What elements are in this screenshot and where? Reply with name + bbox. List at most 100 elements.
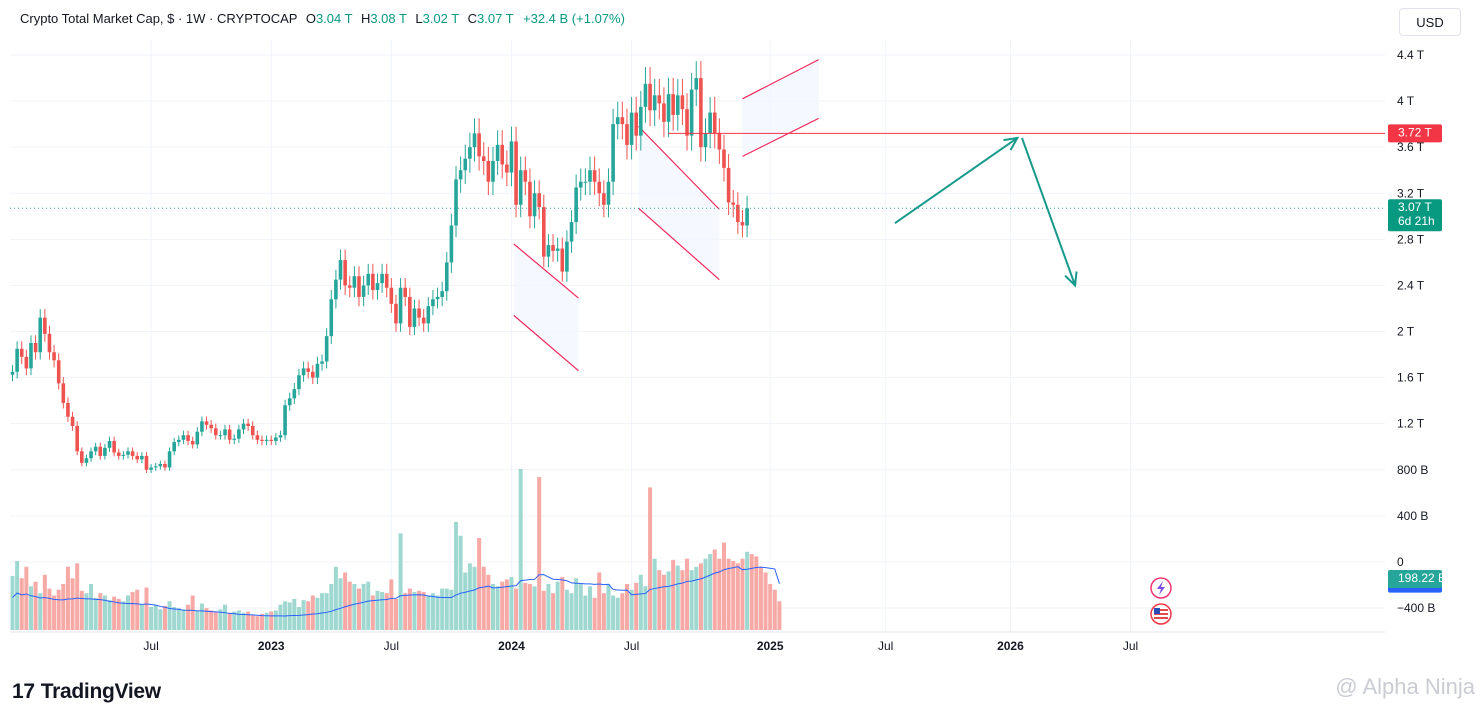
candle-body [264,439,269,441]
candle-body [153,466,158,468]
open-label: O [305,11,316,26]
candle-body [181,435,186,440]
price-tick-label: 1.6 T [1397,371,1425,385]
price-axis[interactable]: 4.4 T 4 T 3.6 T 3.2 T 2.8 T 2.4 T 2 T 1.6 T 1.2 … [1397,48,1435,615]
volume-bar [671,559,676,630]
volume-bar [620,593,625,630]
candle-body [481,156,486,161]
candle-body [334,279,338,300]
candle-body [680,95,685,110]
volume-bar [98,593,103,630]
time-tick-label: Jul [878,639,893,653]
volume-bar [560,577,565,630]
candle-body [195,431,200,445]
symbol-title[interactable]: Crypto Total Market Cap, $ · 1W · CRYPTO… [20,11,298,26]
candle-body [209,424,213,429]
time-axis[interactable]: Jul 2023 Jul 2024 Jul 2025 Jul 2026 Jul [143,639,1138,653]
volume-bar [241,612,246,630]
resistance-badge: 3.72 T [1388,124,1442,143]
open-value: 3.04 T [315,11,353,26]
projection-arrow-line [1021,137,1077,286]
volume-bar [537,477,542,630]
volume-bar [634,582,639,630]
candle-body [505,164,509,173]
candle-body [246,423,250,426]
volume-bar [126,595,130,630]
candle-body [565,241,569,272]
volume-bar [278,604,283,630]
volume-bar [176,608,181,630]
candle-body [685,109,689,136]
candle-body [232,438,237,440]
volume-bar [333,566,338,630]
currency-button[interactable]: USD [1399,8,1461,36]
candle-body [431,299,435,307]
volume-bar [264,612,269,630]
lightning-icon[interactable] [1150,577,1172,599]
candle-body [200,421,204,432]
tradingview-logo[interactable]: 17 TradingView [12,680,161,704]
candle-body [675,95,680,115]
volume-bar [772,589,777,630]
candle-body [639,106,643,136]
volume-bar [223,604,228,630]
volume-bar [708,554,713,630]
candle-body [384,273,389,288]
volume-bar [726,558,731,630]
candle-body [551,245,555,251]
volume-bar [93,597,98,630]
volume-bar [606,584,611,630]
candle-body [320,361,324,364]
volume-bar [227,612,232,630]
candle-body [546,245,551,257]
volume-bar [412,592,417,630]
last-price-badge-bg [1388,199,1442,232]
volume-bar [338,578,343,630]
volume-bar [384,593,389,630]
us-flag-icon[interactable] [1150,603,1172,625]
volume-bar [569,593,574,630]
candle-body [158,463,163,467]
volume-bar [158,609,163,630]
chart-event-icons[interactable] [1150,577,1172,625]
volume-bar [47,588,52,630]
volume-bar [181,609,186,630]
candle-body [237,429,241,439]
candle-body [662,103,666,122]
candle-body [477,133,481,157]
tradingview-logo-text: TradingView [40,680,161,703]
chart-legend: Crypto Total Market Cap, $ · 1W · CRYPTO… [20,11,625,26]
volume-bar [504,579,509,630]
candle-body [398,287,403,324]
candle-body [93,446,98,452]
candle-body [366,273,371,286]
candle-body [75,425,79,452]
volume-bar [611,595,616,630]
volume-bar [167,601,172,630]
candle-body [703,133,708,148]
price-tick-label: −400 B [1397,601,1435,615]
candle-body [347,285,352,288]
volume-bars [10,469,782,630]
volume-bar [398,533,403,630]
candle-body [643,83,648,107]
volume-bar [477,538,482,630]
time-tick-label: 2025 [757,639,784,653]
candle-body [671,94,675,115]
channel-fill [638,126,720,280]
volume-bar [204,608,209,630]
candle-body [588,170,592,182]
price-tick-label: 3.2 T [1397,186,1425,200]
channel-upper-line [513,243,579,299]
volume-bar [440,588,445,630]
volume-bar [675,565,680,630]
volume-bar [375,590,380,630]
candle-body [301,368,306,376]
volume-bar [638,574,643,630]
volume-bar [144,587,149,630]
candle-body [241,423,246,430]
volume-bar [56,589,61,630]
volume-bar [380,592,385,630]
volume-bar [546,584,551,630]
